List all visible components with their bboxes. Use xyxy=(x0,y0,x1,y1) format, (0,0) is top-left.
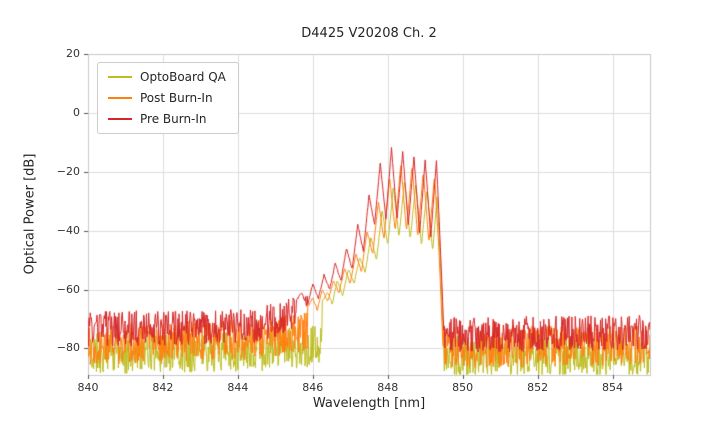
legend: OptoBoard QA Post Burn-In Pre Burn-In xyxy=(97,62,239,134)
y-tick-label: 0 xyxy=(73,105,80,119)
x-tick-label: 852 xyxy=(527,381,549,394)
x-tick-label: 844 xyxy=(227,381,249,394)
legend-item-optoboard-qa: OptoBoard QA xyxy=(108,70,226,84)
legend-label: Pre Burn-In xyxy=(140,112,207,126)
y-tick-label: −20 xyxy=(56,164,80,178)
legend-label: OptoBoard QA xyxy=(140,70,226,84)
y-tick-label: −40 xyxy=(56,223,80,237)
x-tick-label: 848 xyxy=(377,381,399,394)
legend-line-swatch xyxy=(108,97,132,99)
legend-item-post-burn-in: Post Burn-In xyxy=(108,91,226,105)
x-axis-label: Wavelength [nm] xyxy=(312,396,426,411)
legend-line-swatch xyxy=(108,76,132,78)
y-axis-label: Optical Power [dB] xyxy=(22,153,38,275)
x-tick-label: 840 xyxy=(77,381,99,394)
x-tick-label: 842 xyxy=(152,381,174,394)
x-tick-label: 850 xyxy=(452,381,474,394)
legend-line-swatch xyxy=(108,118,132,120)
legend-label: Post Burn-In xyxy=(140,91,213,105)
x-tick-label: 846 xyxy=(302,381,324,394)
y-tick-label: −80 xyxy=(56,341,80,355)
x-tick-label: 854 xyxy=(602,381,624,394)
y-tick-label: 20 xyxy=(66,47,80,60)
y-tick-label: −60 xyxy=(56,282,80,296)
legend-item-pre-burn-in: Pre Burn-In xyxy=(108,112,226,126)
chart-title: D4425 V20208 Ch. 2 xyxy=(301,26,437,41)
